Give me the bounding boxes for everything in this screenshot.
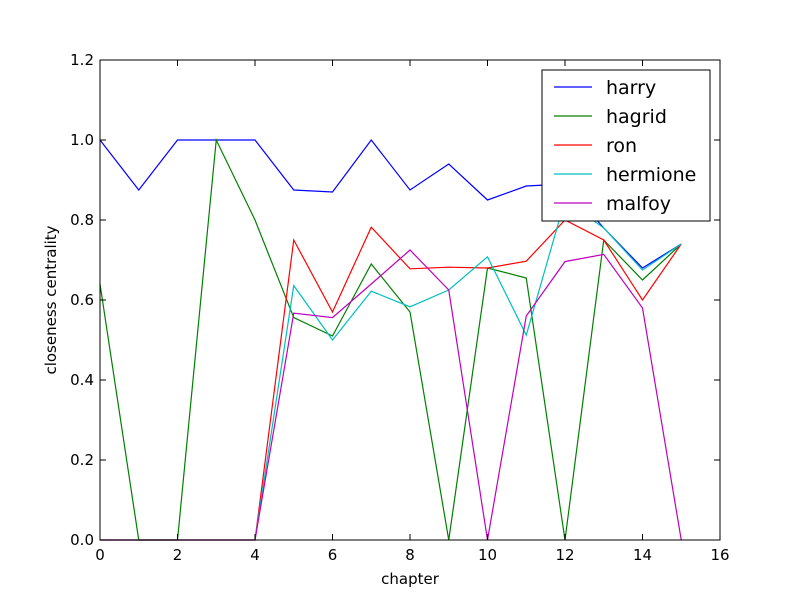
- series-line-hagrid: [99, 137, 682, 541]
- x-tick-label: 0: [95, 546, 105, 564]
- y-tick-label: 0.0: [70, 531, 94, 549]
- x-tick-label: 8: [405, 546, 415, 564]
- legend-label-hagrid: hagrid: [606, 106, 667, 128]
- legend-label-ron: ron: [606, 135, 637, 157]
- x-tick-label: 14: [633, 546, 652, 564]
- tick-layer: 0 2 4 6 8 10 12 14 16 0.0 0.2 0.4 0.6 0.8 1.0 1.2: [70, 51, 729, 564]
- y-tick-label: 0.4: [70, 371, 94, 389]
- x-tick-label: 4: [250, 546, 260, 564]
- y-tick-label: 0.2: [70, 451, 94, 469]
- legend-label-harry: harry: [606, 77, 656, 99]
- y-tick-label: 0.6: [70, 291, 94, 309]
- y-tick-label: 1.0: [70, 131, 94, 149]
- x-tick-label: 6: [328, 546, 338, 564]
- y-tick-label: 1.2: [70, 51, 94, 69]
- legend-label-malfoy: malfoy: [606, 193, 671, 215]
- y-tick-label: 0.8: [70, 211, 94, 229]
- x-tick-label: 12: [555, 546, 574, 564]
- legend-label-hermione: hermione: [606, 164, 696, 186]
- x-tick-label: 16: [710, 546, 729, 564]
- x-axis-label: chapter: [381, 570, 440, 588]
- y-axis-label: closeness centrality: [42, 225, 60, 374]
- legend: harry hagrid ron hermione malfoy: [541, 69, 711, 222]
- x-tick-label: 10: [478, 546, 497, 564]
- x-tick-label: 2: [173, 546, 183, 564]
